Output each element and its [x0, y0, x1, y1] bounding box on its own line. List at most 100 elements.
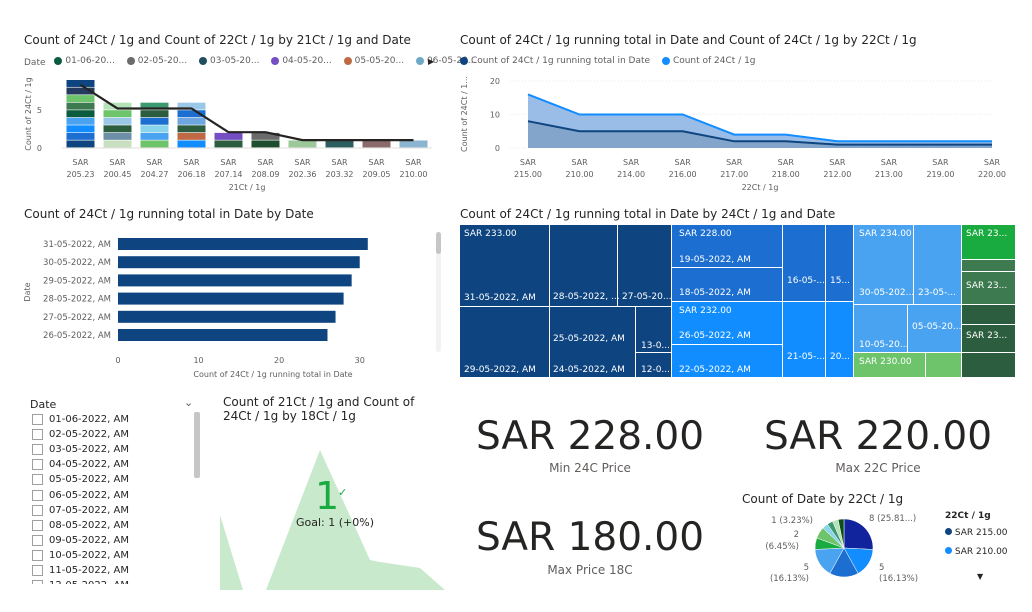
y-axis-title: Count of 24Ct / 1...: [460, 76, 469, 152]
treemap-label: 30-05-202...: [859, 288, 915, 298]
treemap-tile[interactable]: [926, 353, 961, 377]
treemap-tile[interactable]: [962, 305, 1015, 324]
treemap-tile[interactable]: [914, 225, 961, 304]
bar-segment: [362, 140, 391, 148]
slicer-item-label: 05-05-2022, AM: [49, 474, 129, 486]
slicer-item[interactable]: 12-05-2022, AM: [32, 578, 129, 584]
treemap-label: 19-05-2022, AM: [679, 255, 751, 265]
x-tick-label: 207.14: [215, 170, 243, 179]
treemap-tile[interactable]: [854, 353, 925, 377]
checkbox[interactable]: [32, 534, 43, 546]
checkbox[interactable]: [32, 504, 43, 516]
scrollbar-thumb[interactable]: [436, 232, 441, 254]
slicer-item[interactable]: 01-06-2022, AM: [32, 412, 129, 427]
x-tick-label: SAR: [405, 158, 422, 167]
y-tick-label: 0: [37, 144, 42, 153]
checkbox[interactable]: [32, 414, 43, 425]
treemap-tile[interactable]: [636, 353, 671, 377]
y-tick-label: 27-05-2022, AM: [43, 313, 111, 323]
bar-segment: [140, 110, 169, 118]
chevron-down-icon[interactable]: ⌄: [184, 396, 194, 409]
treemap-label: 25-05-2022, AM: [553, 334, 625, 344]
treemap-tile[interactable]: [854, 225, 913, 304]
kpi-goal: Goal: 1 (+0%): [296, 516, 374, 529]
treemap-tile[interactable]: [460, 307, 549, 377]
x-tick-label: SAR: [778, 158, 795, 167]
slicer-item[interactable]: 02-05-2022, AM: [32, 427, 129, 442]
bar-segment: [66, 140, 95, 148]
bar-segment: [103, 117, 132, 125]
series-line: [527, 93, 992, 143]
x-tick-label: 212.00: [823, 170, 851, 179]
treemap-tile[interactable]: [672, 225, 782, 267]
legend-item: SAR 215.00: [945, 528, 1008, 538]
legend-title: 22Ct / 1g: [945, 511, 991, 521]
bar-segment: [140, 117, 169, 125]
treemap-tile[interactable]: [854, 305, 907, 352]
date-slicer: Date ⌄ 01-06-2022, AM 02-05-2022, AM 03-05…: [0, 390, 210, 590]
checkbox[interactable]: [32, 444, 43, 456]
y-tick-label: 26-05-2022, AM: [43, 331, 111, 341]
treemap-label: 22-05-2022, AM: [679, 365, 751, 375]
treemap-tile[interactable]: [962, 325, 1015, 352]
x-tick-label: SAR: [829, 158, 846, 167]
slicer-scrollbar[interactable]: [194, 412, 200, 478]
treemap-tile[interactable]: [783, 225, 825, 301]
treemap-tile[interactable]: [962, 225, 1015, 259]
slicer-item[interactable]: 09-05-2022, AM: [32, 533, 129, 548]
treemap-tile[interactable]: [550, 307, 635, 377]
treemap-tile[interactable]: [826, 302, 853, 377]
chart3-svg: 31-05-2022, AM 30-05-2022, AM 29-05-2022, …: [23, 238, 368, 379]
treemap-tile[interactable]: [636, 307, 671, 352]
bar-segment: [66, 80, 95, 87]
slicer-item[interactable]: 08-05-2022, AM: [32, 518, 129, 533]
bar-segment: [66, 125, 95, 133]
treemap-tile[interactable]: [672, 268, 782, 301]
slicer-item[interactable]: 03-05-2022, AM: [32, 442, 129, 457]
checkbox[interactable]: [32, 580, 43, 584]
legend-scroll-down-icon[interactable]: ▼: [977, 572, 984, 581]
treemap-label: 13-0...: [641, 341, 671, 351]
x-tick-label: 220.00: [978, 170, 1006, 179]
treemap-label: SAR 232.00: [679, 306, 732, 316]
treemap-label: 28-05-2022, ...: [553, 292, 620, 302]
treemap-tile[interactable]: [550, 225, 617, 306]
check-icon: ✓: [338, 486, 348, 499]
bar-segment: [140, 102, 169, 110]
checkbox[interactable]: [32, 519, 43, 531]
treemap-tile[interactable]: [826, 225, 853, 301]
legend-next-arrow-icon[interactable]: ▶: [428, 57, 435, 66]
treemap-tile[interactable]: [672, 302, 782, 344]
treemap-tile[interactable]: [962, 353, 1015, 377]
slicer-item[interactable]: 11-05-2022, AM: [32, 563, 129, 578]
treemap-tile[interactable]: [908, 305, 961, 352]
bar-segment: [140, 125, 169, 133]
x-axis-title: 21Ct / 1g: [229, 183, 266, 192]
slicer-item-label: 08-05-2022, AM: [49, 519, 129, 531]
legend-item: 01-06-20...: [54, 56, 115, 66]
treemap-tile[interactable]: [672, 345, 782, 377]
treemap-tile[interactable]: [962, 260, 1015, 271]
x-tick-label: 217.00: [720, 170, 748, 179]
checkbox[interactable]: [32, 429, 43, 441]
treemap-tile[interactable]: [783, 302, 825, 377]
treemap-tile[interactable]: [962, 272, 1015, 304]
legend: Date 01-06-20... 02-05-20... 03-05-20...…: [24, 56, 485, 68]
x-tick-label: 206.18: [178, 170, 206, 179]
checkbox[interactable]: [32, 565, 43, 576]
checkbox[interactable]: [32, 459, 43, 471]
x-axis-title: Count of 24Ct / 1g running total in Date: [193, 370, 352, 379]
scrollbar[interactable]: [436, 232, 441, 352]
slicer-item[interactable]: 04-05-2022, AM: [32, 457, 129, 472]
checkbox[interactable]: [32, 474, 43, 486]
bar: [118, 292, 344, 305]
slicer-item[interactable]: 06-05-2022, AM: [32, 488, 129, 503]
treemap-label: 10-05-20...: [859, 340, 909, 350]
slicer-item[interactable]: 10-05-2022, AM: [32, 548, 129, 563]
slicer-item[interactable]: 07-05-2022, AM: [32, 503, 129, 518]
treemap-tile[interactable]: [460, 225, 549, 306]
treemap-tile[interactable]: [618, 225, 671, 306]
slicer-item[interactable]: 05-05-2022, AM: [32, 472, 129, 487]
checkbox[interactable]: [32, 549, 43, 561]
checkbox[interactable]: [32, 489, 43, 501]
